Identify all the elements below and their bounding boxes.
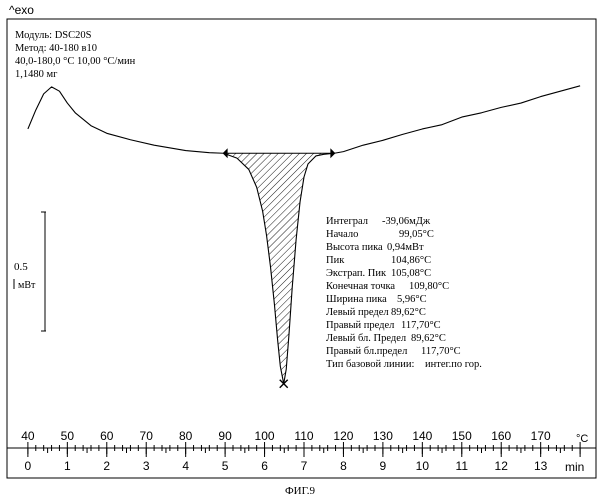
annotation-label: Начало [326,229,358,240]
plot-frame [7,19,596,478]
time-tick-label: 4 [182,459,189,473]
temperature-axis: °C 40 50 60 70 80 90 100 110 120 130 140 150 160 170 [7,429,596,454]
annotation-label: Экстрап. Пик [326,268,387,279]
annotation-block: Интеграл -39,06мДж Начало 99,05°C Высота… [326,216,482,370]
info-line-3: 40,0-180,0 °C 10,00 °C/мин [15,56,136,67]
scale-bar: 0.5 мВт [14,212,46,331]
annotation-label: Левый предел [326,307,389,318]
temperature-tick-label: 60 [100,429,114,443]
annotation-label: Левый бл. Предел [326,333,406,344]
temperature-tick-label: 150 [452,429,472,443]
time-tick-label: 2 [103,459,110,473]
temperature-axis-unit: °C [576,433,588,445]
time-tick-label: 5 [222,459,229,473]
time-tick-label: 12 [495,459,509,473]
annotation-value: 109,80°C [409,281,449,292]
scale-bar-unit: мВт [18,280,36,291]
annotation-value: 5,96°C [397,294,427,305]
annotation-value: 89,62°C [391,307,426,318]
annotation-label: Правый предел [326,320,394,331]
info-line-4: 1,1480 мг [15,69,58,80]
dsc-curve [28,86,580,384]
annotation-label: Интеграл [326,216,368,227]
temperature-tick-label: 100 [255,429,275,443]
temperature-tick-label: 70 [140,429,154,443]
scale-bar-value: 0.5 [14,261,28,273]
temperature-tick-label: 50 [61,429,75,443]
time-tick-label: 7 [301,459,308,473]
left-limit-marker [223,148,228,158]
annotation-value: -39,06мДж [382,216,431,227]
time-tick-label: 6 [261,459,268,473]
time-tick-label: 8 [340,459,347,473]
time-tick-label: 9 [380,459,387,473]
annotation-label: Правый бл.предел [326,346,407,357]
time-tick-label: 10 [416,459,430,473]
info-line-1: Модуль: DSC20S [15,30,92,41]
temperature-tick-label: 130 [373,429,393,443]
time-tick-label: 13 [534,459,548,473]
annotation-label: Тип базовой линии: [326,359,414,370]
annotation-value: 89,62°C [411,333,446,344]
temperature-tick-label: 80 [179,429,193,443]
time-tick-label: 0 [25,459,32,473]
exo-label: ^exo [9,3,34,17]
temperature-tick-label: 90 [218,429,232,443]
temperature-tick-label: 120 [333,429,353,443]
info-block: Модуль: DSC20S Метод: 40-180 в10 40,0-18… [15,30,136,80]
time-tick-label: 3 [143,459,150,473]
temperature-tick-label: 110 [294,429,313,443]
annotation-label: Пик [326,255,345,266]
annotation-label: Конечная точка [326,281,395,292]
curve-group [28,86,580,384]
annotation-label: Высота пика [326,242,383,253]
annotation-value: 105,08°C [391,268,431,279]
annotation-value: 99,05°C [399,229,434,240]
time-tick-label: 1 [64,459,71,473]
time-axis: min 012345678910111213 [25,448,585,474]
right-limit-marker [330,148,335,158]
figure-caption: ФИГ.9 [285,485,316,497]
time-axis-unit: min [565,460,584,474]
temperature-tick-label: 140 [412,429,432,443]
temperature-tick-label: 40 [21,429,35,443]
annotation-value: 0,94мВт [387,242,424,253]
annotation-value: интег.по гор. [425,359,482,370]
info-line-2: Метод: 40-180 в10 [15,43,97,54]
temperature-tick-label: 170 [531,429,551,443]
annotation-value: 117,70°C [421,346,461,357]
annotation-label: Ширина пика [326,294,387,305]
time-tick-label: 11 [456,459,469,473]
annotation-value: 104,86°C [391,255,431,266]
temperature-tick-label: 160 [491,429,511,443]
annotation-value: 117,70°C [401,320,441,331]
